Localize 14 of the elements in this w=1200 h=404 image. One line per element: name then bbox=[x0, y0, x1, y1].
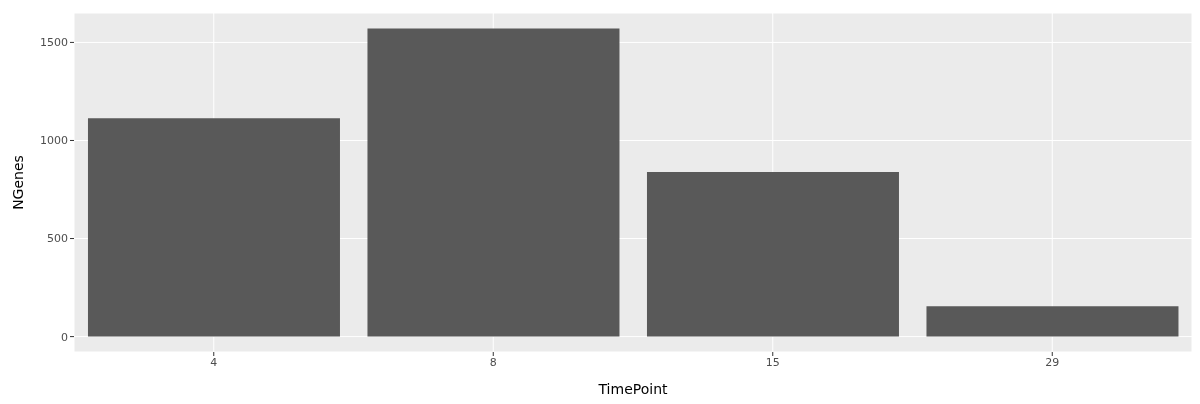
x-tick-label: 15 bbox=[765, 355, 780, 369]
x-tick-label: 4 bbox=[210, 355, 218, 369]
y-axis-title: NGenes bbox=[9, 155, 26, 210]
x-tick-label: 8 bbox=[489, 355, 497, 369]
y-tick-label: 500 bbox=[47, 232, 68, 246]
y-tick-label: 0 bbox=[61, 330, 68, 344]
x-axis-title: TimePoint bbox=[597, 381, 669, 397]
bar bbox=[926, 306, 1179, 337]
y-tick-label: 1500 bbox=[40, 36, 68, 50]
y-tick-label: 1000 bbox=[40, 134, 68, 148]
bar bbox=[87, 118, 340, 337]
x-tick-label: 29 bbox=[1045, 355, 1060, 369]
bar bbox=[646, 172, 899, 337]
bar bbox=[367, 28, 620, 337]
